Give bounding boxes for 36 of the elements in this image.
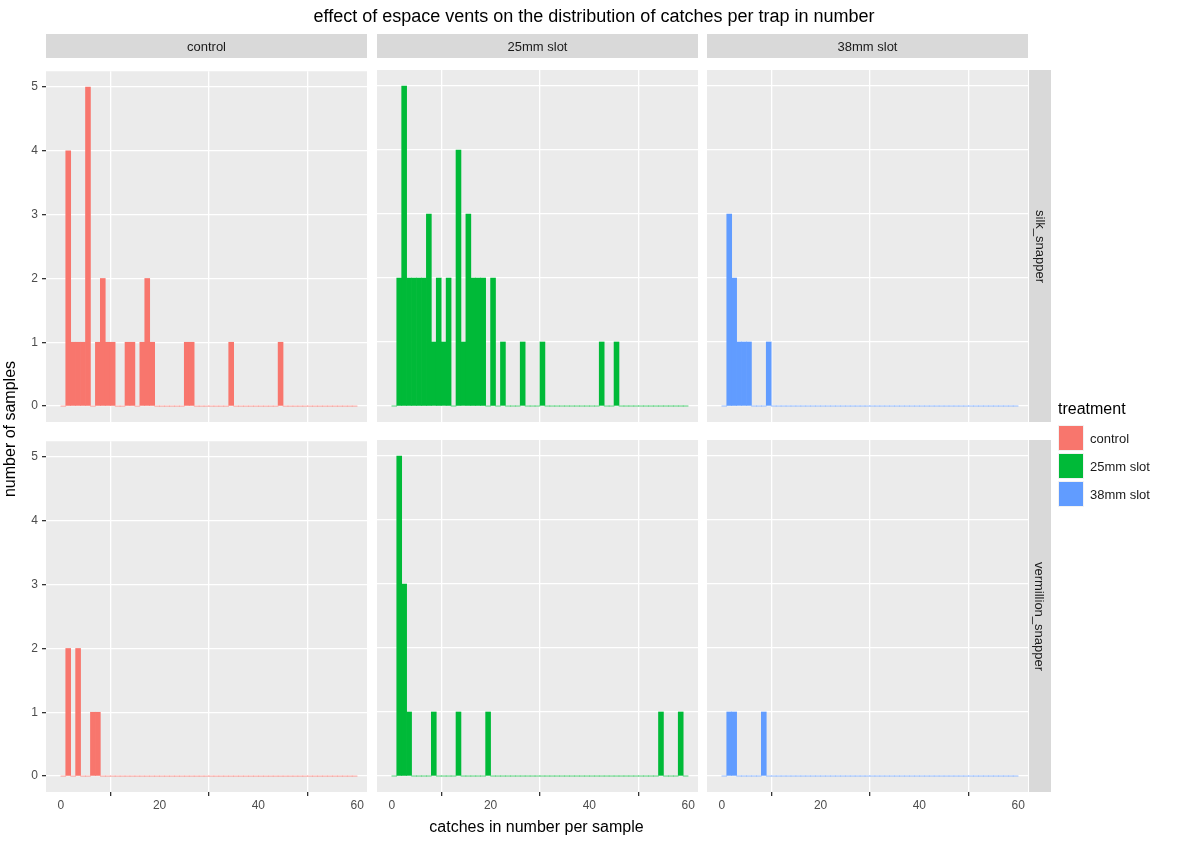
y-tick-label: 5 <box>31 79 39 94</box>
x-tick-label: 20 <box>483 797 498 812</box>
chart-title: control <box>46 34 367 58</box>
x-tick-label: 0 <box>57 797 65 812</box>
x-tick-label: 40 <box>582 797 597 812</box>
chart-title: 38mm slot <box>707 34 1028 58</box>
x-tick-label: 20 <box>813 797 828 812</box>
text: effect of espace vents on the distribution of catches per trap in number <box>312 6 876 27</box>
text: catches in number per sample <box>428 818 645 836</box>
category-label: 25mm slot <box>1090 458 1150 474</box>
x-tick-label: 60 <box>350 797 365 812</box>
y-tick-label: 2 <box>31 270 39 285</box>
y2-axis-title: vermillion_snapper <box>1032 561 1048 671</box>
chart-title: 25mm slot <box>377 34 698 58</box>
x-tick-label: 40 <box>912 797 927 812</box>
x-tick-label: 0 <box>388 797 396 812</box>
x-tick-label: 60 <box>681 797 696 812</box>
y-tick-label: 2 <box>31 640 39 655</box>
x-tick-label: 40 <box>251 797 266 812</box>
y2-axis-title: silk_snapper <box>1032 209 1048 283</box>
y-tick-label: 1 <box>31 704 39 719</box>
y-tick-label: 3 <box>31 577 39 592</box>
y-tick-label: 0 <box>31 398 39 413</box>
legend-title: treatment <box>1058 400 1127 418</box>
y-tick-label: 4 <box>31 513 39 528</box>
y-tick-label: 0 <box>31 768 39 783</box>
category-label: 38mm slot <box>1090 486 1150 502</box>
y-tick-label: 3 <box>31 207 39 222</box>
y-tick-label: 1 <box>31 334 39 349</box>
category-label: control <box>1090 430 1130 446</box>
text: number of samples <box>1 359 19 500</box>
y-tick-label: 4 <box>31 143 39 158</box>
x-tick-label: 0 <box>718 797 726 812</box>
x-tick-label: 20 <box>152 797 167 812</box>
y-tick-label: 5 <box>31 449 39 464</box>
x-tick-label: 60 <box>1011 797 1026 812</box>
